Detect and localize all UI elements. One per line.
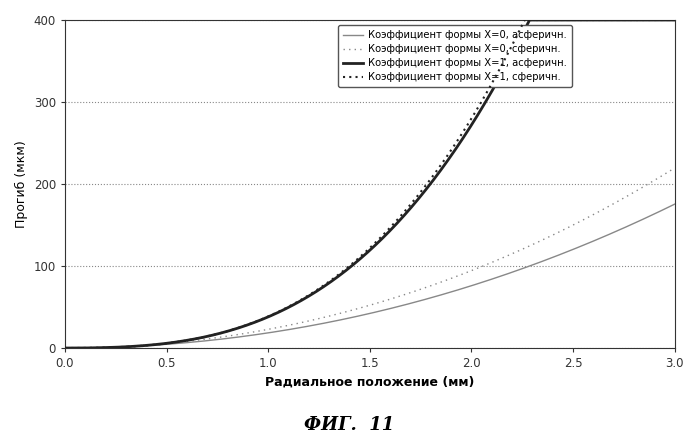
Коэффициент формы X=0, сферичн. [92, 345, 100, 350]
Коэффициент формы X=1, сферичн. [61, 345, 69, 351]
Коэффициент формы X=0, сферичн. [653, 176, 661, 181]
Коэффициент формы X=1, асферичн. [653, 17, 661, 23]
Коэффициент формы X=1, сферичн. [521, 17, 529, 23]
Коэффициент формы X=1, асферичн. [341, 268, 350, 273]
Коэффициент формы X=1, сферичн. [357, 253, 366, 258]
Коэффициент формы X=1, сферичн. [341, 267, 350, 272]
Коэффициент формы X=1, асферичн. [61, 345, 69, 351]
Коэффициент формы X=1, асферичн. [541, 17, 549, 23]
Коэффициент формы X=1, сферичн. [92, 345, 100, 350]
Коэффициент формы X=0, асферичн. [61, 345, 69, 351]
Коэффициент формы X=0, асферичн. [92, 345, 100, 350]
Коэффициент формы X=1, асферичн. [92, 345, 100, 350]
Коэффициент формы X=1, асферичн. [653, 17, 661, 23]
Line: Коэффициент формы X=1, асферичн.: Коэффициент формы X=1, асферичн. [65, 20, 675, 348]
Line: Коэффициент формы X=0, асферичн.: Коэффициент формы X=0, асферичн. [65, 204, 675, 348]
Legend: Коэффициент формы X=0, асферичн., Коэффициент формы X=0, сферичн., Коэффициент ф: Коэффициент формы X=0, асферичн., Коэффи… [338, 25, 572, 87]
Коэффициент формы X=0, сферичн. [541, 236, 549, 241]
Коэффициент формы X=0, асферичн. [653, 210, 661, 215]
Коэффициент формы X=1, асферичн. [357, 255, 366, 260]
Коэффициент формы X=1, сферичн. [653, 17, 661, 23]
Коэффициент формы X=0, асферичн. [653, 210, 661, 215]
Line: Коэффициент формы X=1, сферичн.: Коэффициент формы X=1, сферичн. [65, 20, 675, 348]
Коэффициент формы X=0, асферичн. [670, 201, 679, 207]
Коэффициент формы X=1, сферичн. [653, 17, 661, 23]
Line: Коэффициент формы X=0, сферичн.: Коэффициент формы X=0, сферичн. [65, 168, 675, 348]
Коэффициент формы X=0, асферичн. [341, 316, 350, 322]
Коэффициент формы X=0, сферичн. [61, 345, 69, 351]
Коэффициент формы X=0, сферичн. [341, 309, 350, 315]
Коэффициент формы X=0, сферичн. [670, 165, 679, 171]
Коэффициент формы X=0, асферичн. [541, 258, 549, 263]
Коэффициент формы X=1, асферичн. [670, 17, 679, 23]
Коэффициент формы X=1, асферичн. [526, 17, 534, 23]
Коэффициент формы X=0, асферичн. [357, 313, 366, 318]
X-axis label: Радиальное положение (мм): Радиальное положение (мм) [265, 375, 475, 388]
Y-axis label: Прогиб (мкм): Прогиб (мкм) [15, 140, 28, 228]
Text: ФИГ.  11: ФИГ. 11 [304, 416, 395, 434]
Коэффициент формы X=0, сферичн. [357, 305, 366, 310]
Коэффициент формы X=1, сферичн. [670, 17, 679, 23]
Коэффициент формы X=1, сферичн. [541, 17, 549, 23]
Коэффициент формы X=0, сферичн. [653, 176, 661, 181]
